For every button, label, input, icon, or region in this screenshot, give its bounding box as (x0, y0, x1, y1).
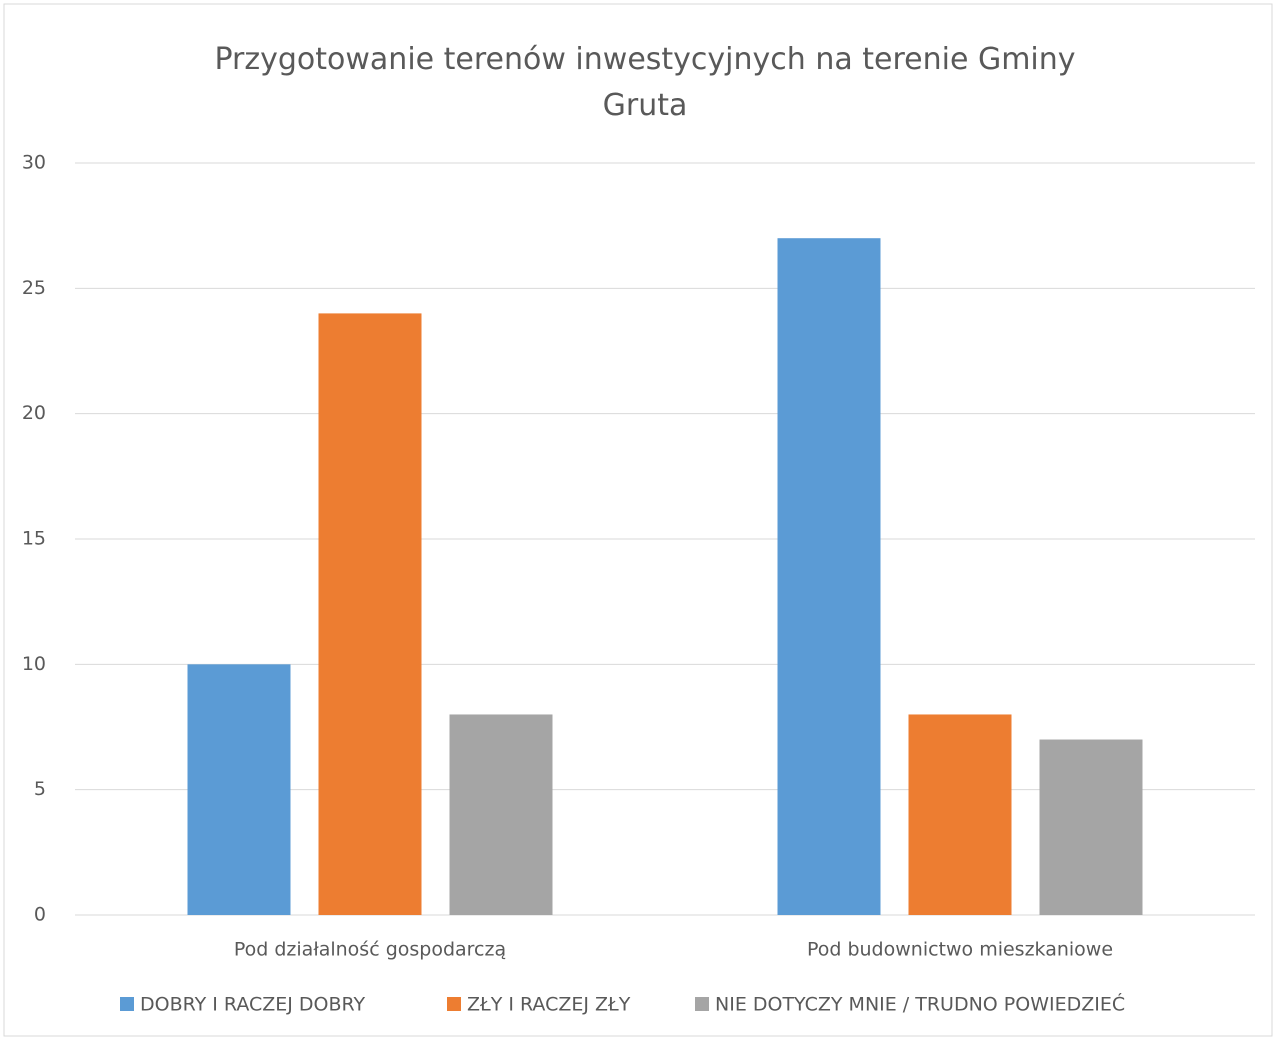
y-tick-label: 0 (34, 904, 46, 926)
bar (1039, 739, 1143, 915)
bar (777, 238, 881, 915)
bar (318, 313, 422, 915)
x-tick-label: Pod działalność gospodarczą (234, 939, 506, 961)
bar (449, 714, 553, 915)
y-tick-label: 25 (22, 277, 46, 299)
legend-label: DOBRY I RACZEJ DOBRY (140, 994, 366, 1016)
y-tick-label: 30 (22, 152, 46, 174)
bar (908, 714, 1012, 915)
legend-swatch (120, 997, 134, 1011)
y-tick-label: 5 (34, 778, 46, 800)
chart-title: Przygotowanie terenów inwestycyjnych na … (214, 42, 1075, 123)
x-tick-label: Pod budownictwo mieszkaniowe (807, 939, 1113, 961)
legend-swatch (447, 997, 461, 1011)
legend-swatch (695, 997, 709, 1011)
y-tick-label: 15 (22, 528, 46, 550)
y-tick-label: 20 (22, 402, 46, 424)
legend-label: NIE DOTYCZY MNIE / TRUDNO POWIEDZIEĆ (715, 992, 1125, 1016)
legend-label: ZŁY I RACZEJ ZŁY (467, 994, 631, 1016)
y-tick-label: 10 (22, 653, 46, 675)
bar (187, 664, 291, 915)
